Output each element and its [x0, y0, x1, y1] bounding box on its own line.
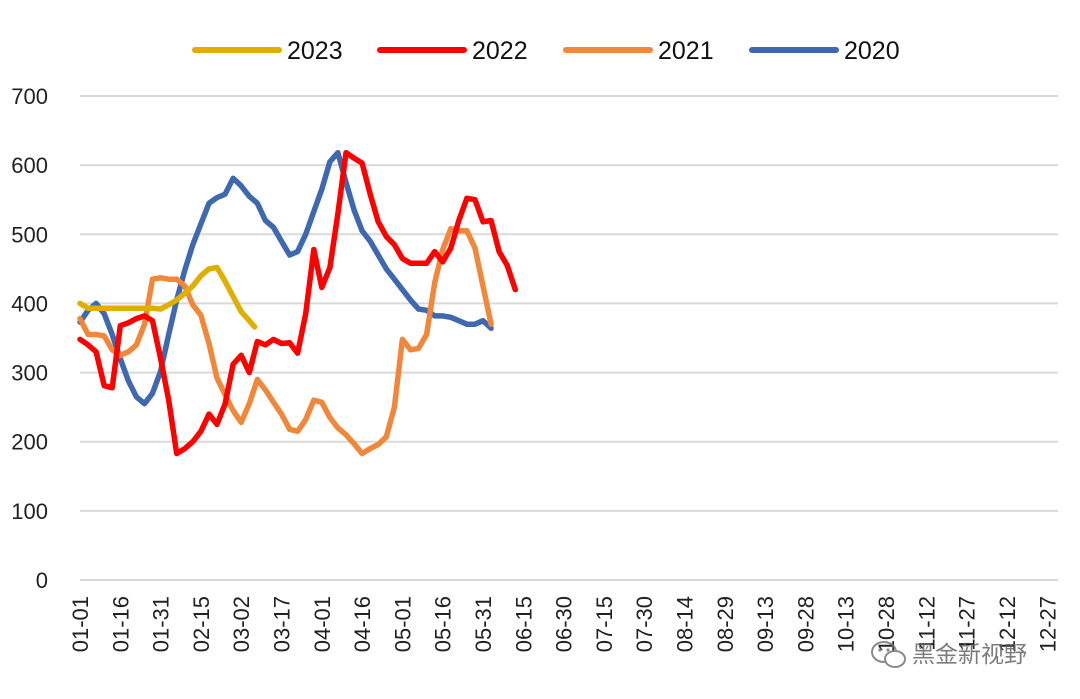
x-tick-label: 02-15 [189, 596, 214, 652]
y-tick-label: 500 [11, 222, 48, 247]
x-tick-label: 03-02 [229, 596, 254, 652]
legend-label-2021: 2021 [658, 37, 714, 65]
x-tick-label: 12-12 [995, 596, 1020, 652]
x-tick-label: 01-01 [68, 596, 93, 652]
x-tick-label: 01-16 [108, 596, 133, 652]
watermark: 黑金新视野 [871, 641, 1027, 668]
x-tick-label: 08-14 [673, 596, 698, 652]
x-tick-label: 05-16 [431, 596, 456, 652]
x-tick-label: 06-15 [511, 596, 536, 652]
y-tick-label: 400 [11, 291, 48, 316]
x-tick-label: 09-28 [793, 596, 818, 652]
x-tick-label: 09-13 [753, 596, 778, 652]
series-line-2021 [77, 226, 494, 457]
x-tick-label: 05-01 [390, 596, 415, 652]
series-lines [77, 149, 519, 457]
wechat-icon [871, 641, 906, 668]
y-tick-label: 300 [11, 361, 48, 386]
y-tick-label: 200 [11, 430, 48, 455]
legend-label-2022: 2022 [472, 37, 528, 65]
series-line-2023 [77, 264, 258, 330]
y-tick-label: 700 [11, 84, 48, 109]
x-tick-label: 11-12 [914, 596, 939, 651]
y-axis-tick-labels: 0 100 200 300 400 500 600 700 [11, 84, 48, 593]
gridlines [80, 95, 1058, 581]
legend-label-2023: 2023 [287, 37, 343, 65]
x-tick-label: 10-13 [834, 596, 859, 652]
y-tick-label: 600 [11, 153, 48, 178]
legend: 2023 2022 2021 2020 [192, 37, 900, 65]
y-tick-label: 100 [11, 499, 48, 524]
x-tick-label: 05-31 [471, 596, 496, 652]
x-tick-label: 01-31 [149, 596, 174, 652]
x-tick-label: 03-17 [270, 596, 295, 652]
series-line-2022 [77, 149, 519, 457]
x-tick-label: 06-30 [552, 596, 577, 652]
series-line-2020 [77, 149, 494, 407]
x-tick-label: 12-27 [1035, 596, 1060, 652]
watermark-text: 黑金新视野 [912, 642, 1027, 668]
x-tick-label: 11-27 [955, 596, 980, 651]
x-tick-label: 07-15 [592, 596, 617, 652]
legend-label-2020: 2020 [844, 37, 900, 65]
x-tick-label: 08-29 [713, 596, 738, 652]
x-axis-tick-labels: 01-01 01-16 01-31 02-15 03-02 03-17 04-01 04-16… [68, 596, 1060, 652]
x-tick-label: 07-30 [632, 596, 657, 652]
x-tick-label: 04-01 [310, 596, 335, 652]
x-tick-label: 04-16 [350, 596, 375, 652]
y-tick-label: 0 [36, 568, 48, 593]
